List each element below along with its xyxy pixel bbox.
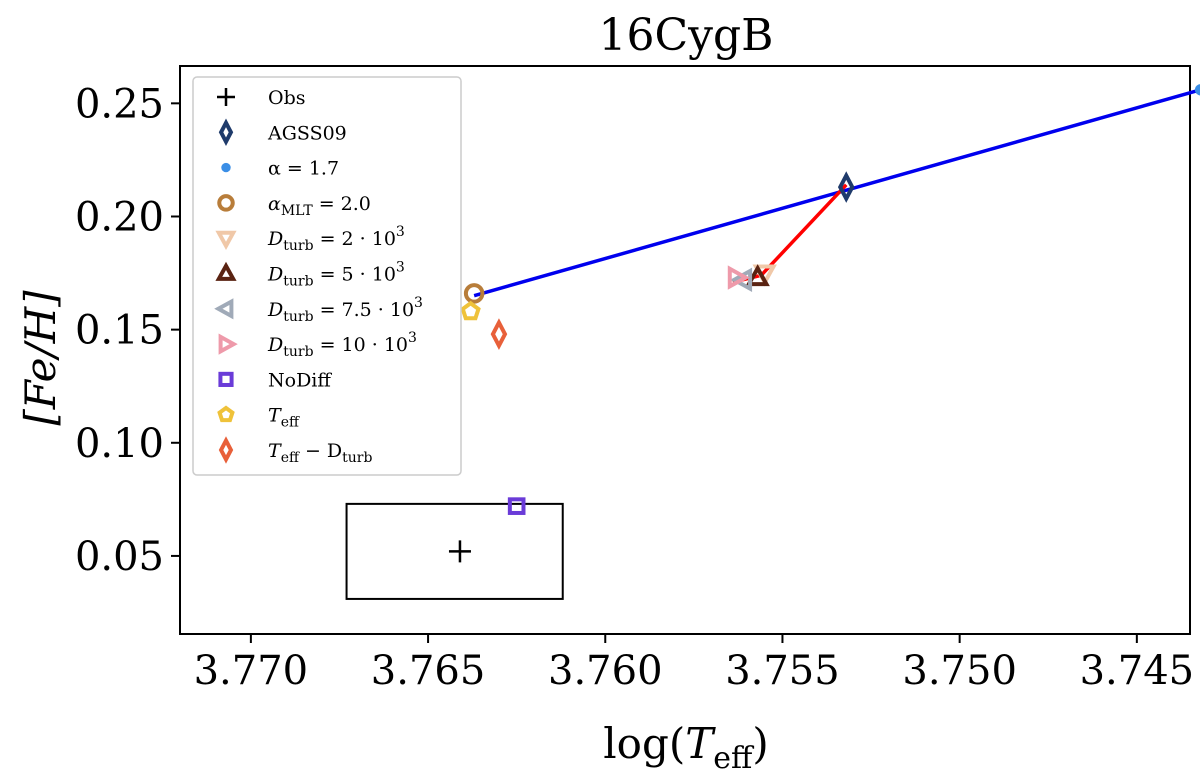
chart-title: 16CygB [598, 10, 773, 61]
data-point [745, 264, 770, 287]
legend-label: NoDiff [268, 369, 332, 391]
legend-marker [217, 405, 235, 423]
x-axis-label: log(Teff) [603, 719, 768, 773]
legend-marker [217, 194, 235, 212]
legend-label: Dturb = 10 · 103 [267, 330, 417, 360]
legend-marker [218, 436, 234, 464]
legend-label: Dturb = 7.5 · 103 [267, 295, 423, 325]
x-tick-label: 3.760 [548, 648, 663, 694]
legend-marker [218, 333, 238, 355]
legend-marker [218, 371, 234, 387]
data-marks [345, 84, 1200, 600]
x-tick-label: 3.765 [371, 648, 486, 694]
x-tick-label: 3.770 [194, 648, 309, 694]
y-tick-label: 0.15 [75, 308, 164, 354]
data-point [1194, 84, 1200, 96]
track-line [732, 183, 848, 284]
legend-marker [217, 88, 235, 106]
y-tick-label: 0.10 [75, 421, 164, 467]
legend-marker [215, 230, 237, 250]
x-tick-label: 3.745 [1080, 648, 1195, 694]
legend: Obs AGSS09 α = 1.7 αMLT = 2.0 Dturb = 2 · 10… [192, 76, 462, 476]
legend-frame [192, 76, 462, 476]
data-point [448, 540, 471, 563]
data-point [490, 318, 508, 351]
y-tick-label: 0.25 [75, 81, 164, 127]
legend-label: AGSS09 [267, 122, 347, 144]
x-tick-label: 3.750 [902, 648, 1017, 694]
legend-label: Teff − Dturb [268, 440, 372, 466]
data-point [460, 300, 481, 321]
legend-marker [214, 298, 234, 320]
legend-label: α = 1.7 [268, 158, 339, 180]
data-point [507, 497, 526, 515]
plot-area [179, 65, 1191, 635]
legend-marker [218, 118, 234, 147]
data-point [727, 265, 750, 290]
legend-marker [221, 162, 231, 173]
data-point [837, 171, 855, 203]
y-axis-ticks: 0.05 0.10 0.15 0.20 0.25 [75, 81, 180, 580]
legend-marker [215, 261, 237, 281]
x-tick-label: 3.755 [725, 648, 840, 694]
x-axis-ticks: 3.770 3.765 3.760 3.755 3.750 3.745 [194, 634, 1194, 694]
y-axis-label: [Fe/H] [16, 290, 65, 426]
legend-label: αMLT = 2.0 [268, 193, 371, 219]
legend-label: Dturb = 5 · 103 [267, 260, 405, 290]
y-tick-label: 0.05 [75, 534, 164, 580]
y-tick-label: 0.20 [75, 194, 164, 240]
legend-label: Obs [268, 87, 306, 109]
legend-label: Dturb = 2 · 103 [267, 224, 405, 254]
legend-label: Teff [268, 405, 300, 431]
plot-frame [179, 65, 1191, 635]
data-point [463, 283, 485, 304]
observation-error-box [345, 502, 564, 600]
